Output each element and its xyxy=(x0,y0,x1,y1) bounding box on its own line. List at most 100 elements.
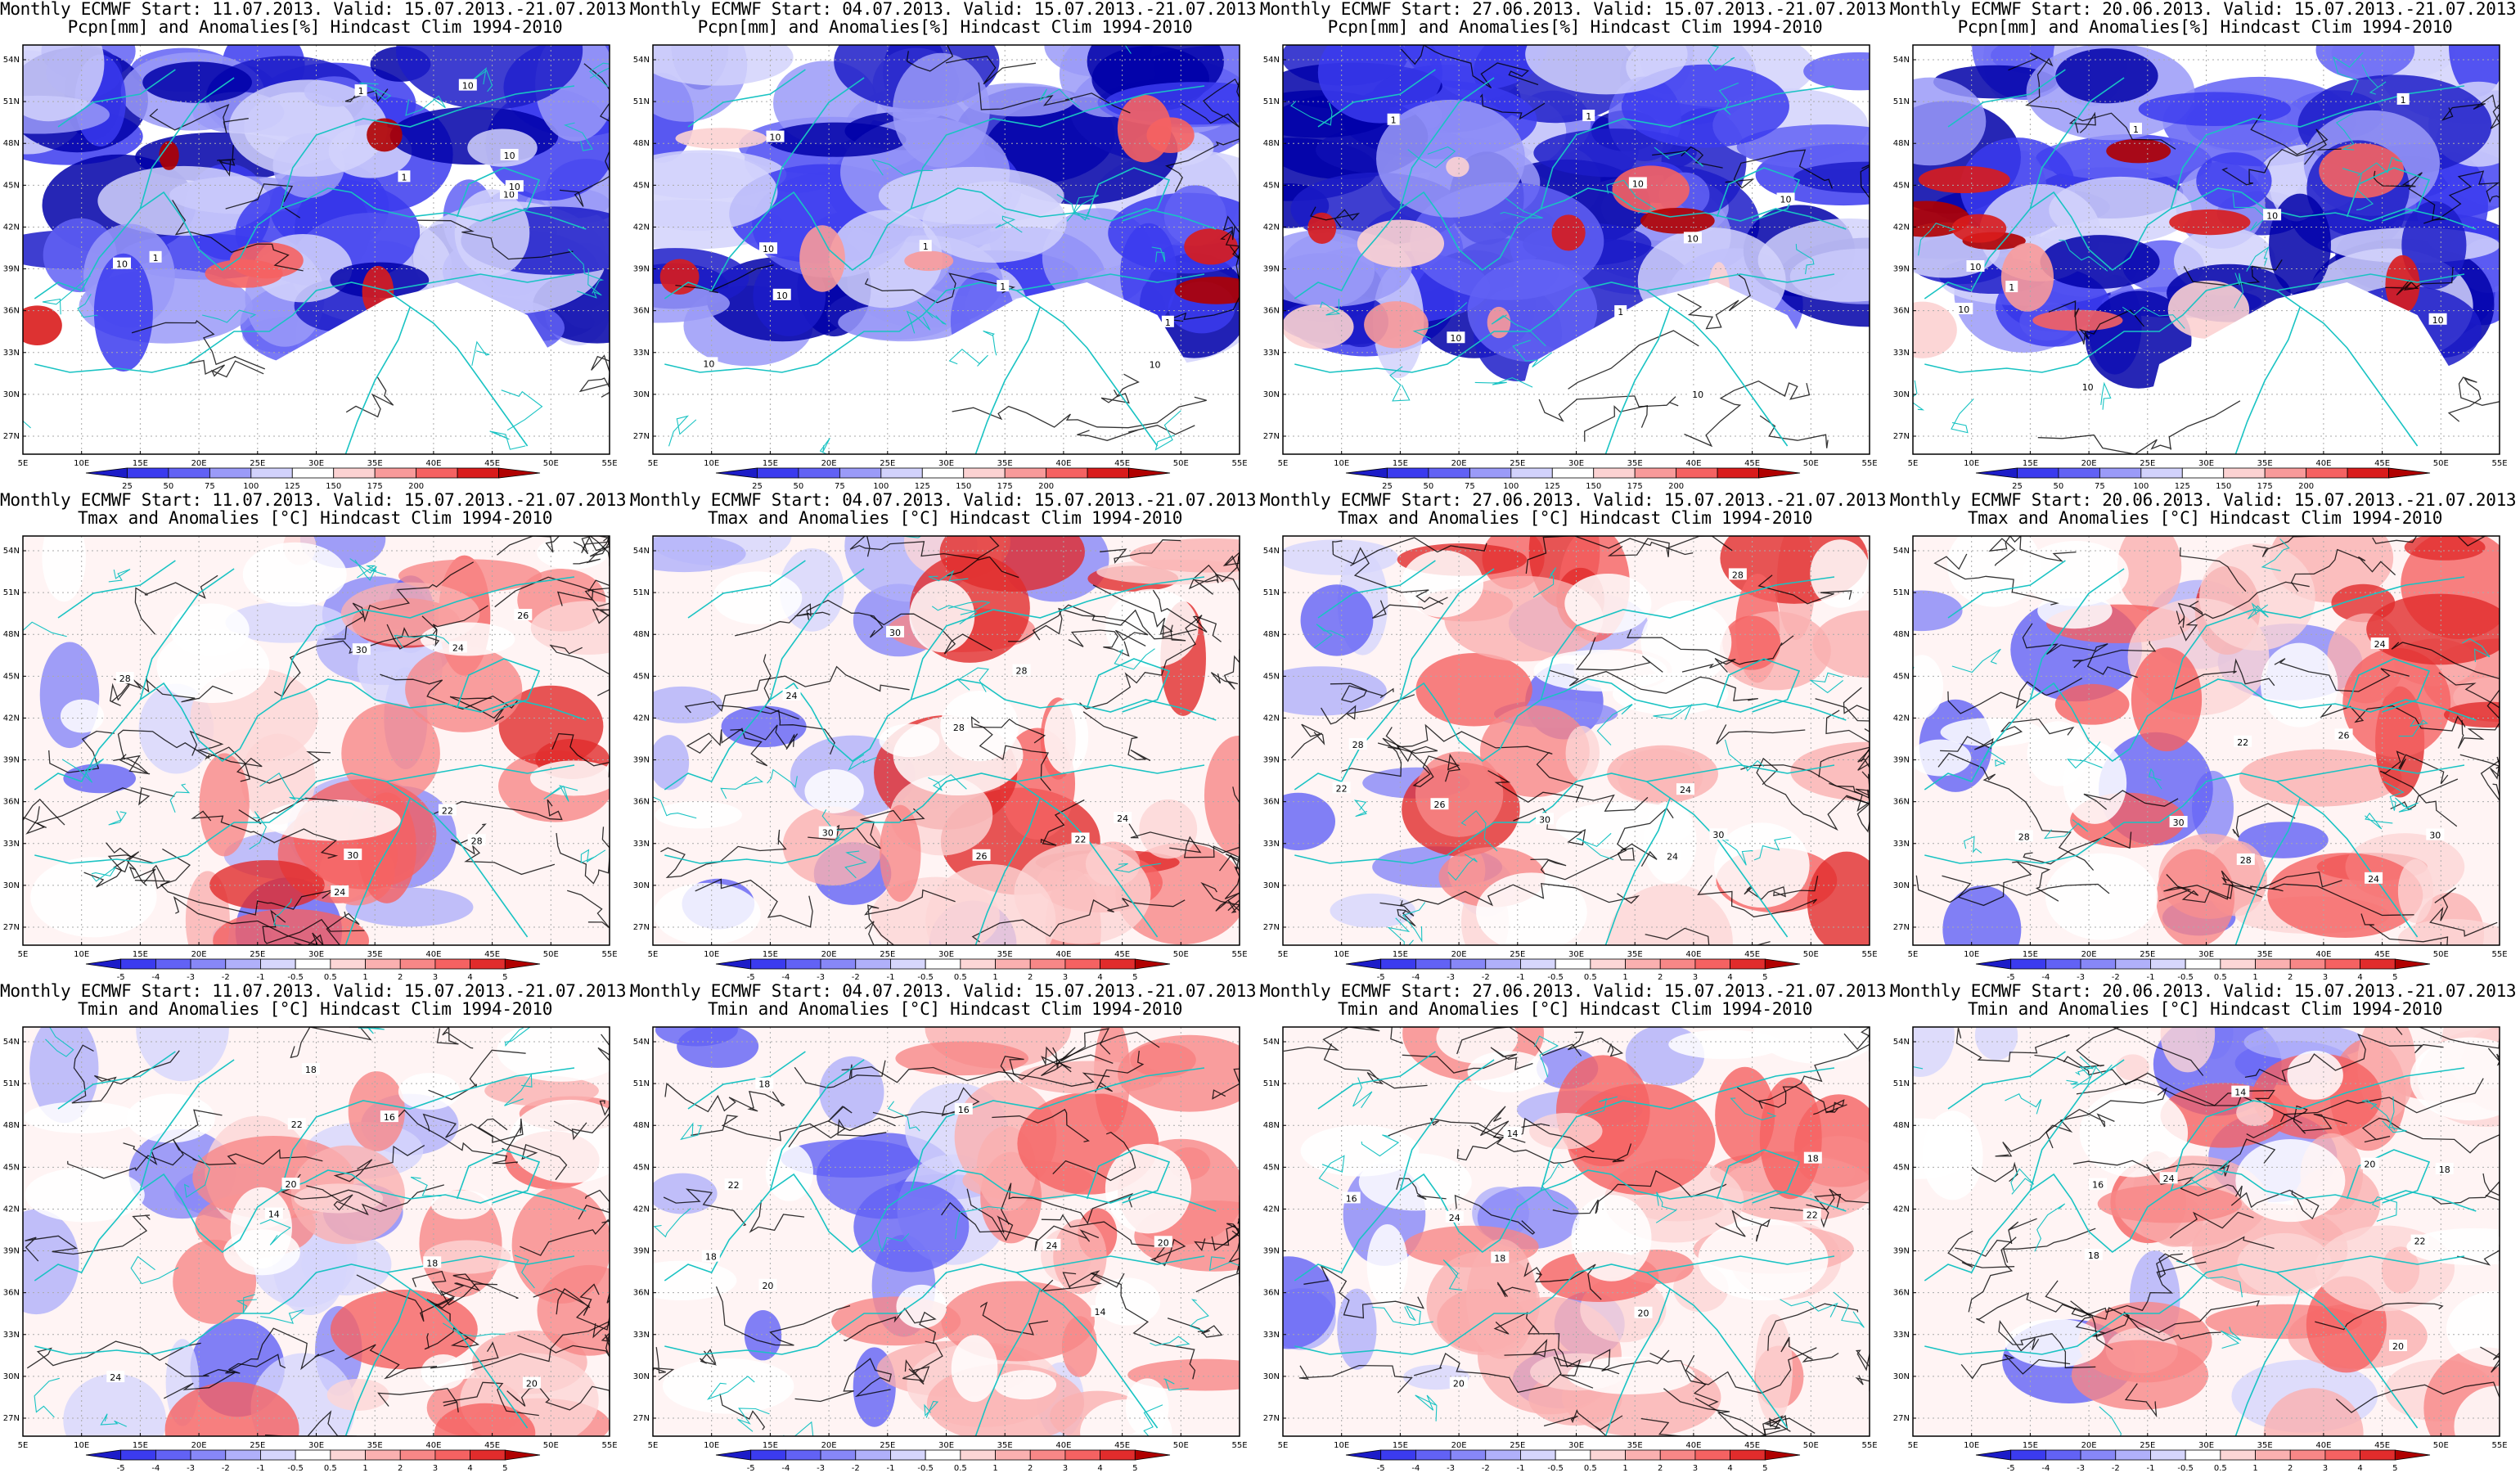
contour-label: 14 xyxy=(1095,1307,1106,1318)
anomaly-field xyxy=(23,536,610,945)
lat-label: 51N xyxy=(3,97,20,106)
colorbar-label: -2 xyxy=(1482,1464,1490,1473)
lon-label: 25E xyxy=(2140,950,2155,959)
colorbar-segment xyxy=(1100,958,1136,970)
lat-label: 48N xyxy=(633,1121,650,1130)
colorbar-label: 50 xyxy=(1424,482,1434,491)
colorbar-label: 0.5 xyxy=(1584,973,1597,982)
lon-label: 25E xyxy=(250,459,265,468)
colorbar-label: -5 xyxy=(1377,1464,1385,1473)
colorbar-segment xyxy=(1590,1449,1626,1461)
colorbar-segment xyxy=(1520,958,1556,970)
contour-label: 18 xyxy=(705,1252,717,1263)
colorbar-segment xyxy=(434,958,471,970)
colorbar-segment xyxy=(2347,467,2389,479)
lon-label: 5E xyxy=(1278,1441,1289,1450)
contour-label: 14 xyxy=(1507,1128,1519,1139)
colorbar-segment xyxy=(155,958,191,970)
contour-lines xyxy=(675,45,1240,441)
lat-label: 42N xyxy=(633,223,650,232)
lat-label: 54N xyxy=(633,1038,650,1047)
lon-label: 55E xyxy=(1861,950,1877,959)
lat-label: 45N xyxy=(1263,672,1280,681)
lat-label: 51N xyxy=(3,588,20,597)
lat-label: 42N xyxy=(633,1205,650,1214)
lon-label: 40E xyxy=(2315,1441,2331,1450)
panel-title: Monthly ECMWF Start: 20.06.2013. Valid: … xyxy=(1890,490,2520,510)
colorbar-label: 1 xyxy=(362,1464,367,1473)
colorbar-label: 3 xyxy=(1693,973,1698,982)
colorbar-label: -0.5 xyxy=(287,973,304,982)
panel-subtitle: Tmax and Anomalies [°C] Hindcast Clim 19… xyxy=(77,508,553,528)
colorbar-label: 150 xyxy=(1586,482,1601,491)
colorbar-label: -3 xyxy=(817,1464,825,1473)
lat-label: 39N xyxy=(1893,756,1910,765)
lon-label: 40E xyxy=(1685,950,1701,959)
lat-label: 48N xyxy=(633,139,650,148)
lon-label: 55E xyxy=(1861,459,1877,468)
contour-label: 30 xyxy=(356,645,367,655)
colorbar-segment xyxy=(2264,467,2307,479)
colorbar-segment xyxy=(250,467,293,479)
colorbar-segment xyxy=(2360,1449,2396,1461)
lon-label: 5E xyxy=(1908,459,1919,468)
contour-label: 22 xyxy=(1807,1210,1818,1221)
colorbar-segment xyxy=(1134,958,1171,970)
colorbar-segment xyxy=(1520,1449,1556,1461)
lon-label: 5E xyxy=(18,459,29,468)
panel-title: Monthly ECMWF Start: 04.07.2013. Valid: … xyxy=(630,981,1267,1001)
contour-lines xyxy=(2008,52,2500,454)
lat-label: 45N xyxy=(1893,1163,1910,1172)
lon-label: 25E xyxy=(1510,459,1525,468)
coastlines xyxy=(1913,538,2491,945)
colorbar-segment xyxy=(1625,1449,1661,1461)
lat-label: 45N xyxy=(1263,181,1280,190)
colorbar-label: 2 xyxy=(1028,1464,1033,1473)
colorbar-segment xyxy=(963,467,1006,479)
colorbar-label: 175 xyxy=(2257,482,2273,491)
colorbar-segment xyxy=(2306,467,2348,479)
lon-label: 45E xyxy=(484,1441,500,1450)
lon-label: 50E xyxy=(1803,1441,1819,1450)
contour-label: 10 xyxy=(462,81,474,92)
colorbar-segment xyxy=(1064,958,1101,970)
lon-label: 10E xyxy=(1964,950,1979,959)
contour-label: 1 xyxy=(1391,115,1397,126)
lon-label: 40E xyxy=(2315,950,2331,959)
colorbar-segment xyxy=(295,1449,331,1461)
lon-label: 55E xyxy=(1231,950,1247,959)
lat-label: 33N xyxy=(1893,349,1910,358)
colorbar-segment xyxy=(470,1449,506,1461)
colorbar-segment xyxy=(1634,467,1677,479)
colorbar-segment xyxy=(1730,1449,1766,1461)
lat-label: 48N xyxy=(1263,1121,1280,1130)
coastlines xyxy=(653,536,1217,945)
contour-label: 16 xyxy=(1346,1193,1357,1204)
panel-title: Monthly ECMWF Start: 11.07.2013. Valid: … xyxy=(0,0,637,19)
colorbar-label: -5 xyxy=(2007,973,2015,982)
map-svg: 181620221418202454N51N48N45N42N39N36N33N… xyxy=(1263,1026,1878,1473)
lat-label: 45N xyxy=(3,181,20,190)
contour-label: 24 xyxy=(452,642,464,653)
contour-label: 1 xyxy=(401,172,407,182)
lat-label: 33N xyxy=(3,349,20,358)
colorbar-segment xyxy=(1387,467,1429,479)
lat-label: 33N xyxy=(1263,1331,1280,1340)
panel-title: Monthly ECMWF Start: 20.06.2013. Valid: … xyxy=(1890,0,2520,19)
contour-label: 22 xyxy=(2237,737,2248,748)
lon-label: 35E xyxy=(997,950,1013,959)
colorbar-label: -2 xyxy=(222,973,230,982)
lat-label: 42N xyxy=(633,714,650,723)
colorbar-label: 2 xyxy=(1658,1464,1663,1473)
coastlines xyxy=(1290,45,1847,454)
contour-label: 10 xyxy=(1687,233,1699,244)
coastlines xyxy=(664,45,1217,454)
lon-label: 10E xyxy=(704,950,719,959)
contour-label: 20 xyxy=(762,1281,773,1291)
lon-label: 45E xyxy=(1744,950,1760,959)
colorbar-label: 3 xyxy=(1693,1464,1698,1473)
colorbar-label: -3 xyxy=(187,973,195,982)
lat-label: 45N xyxy=(3,672,20,681)
lat-label: 33N xyxy=(1893,1331,1910,1340)
contour-label: 10 xyxy=(703,358,714,369)
